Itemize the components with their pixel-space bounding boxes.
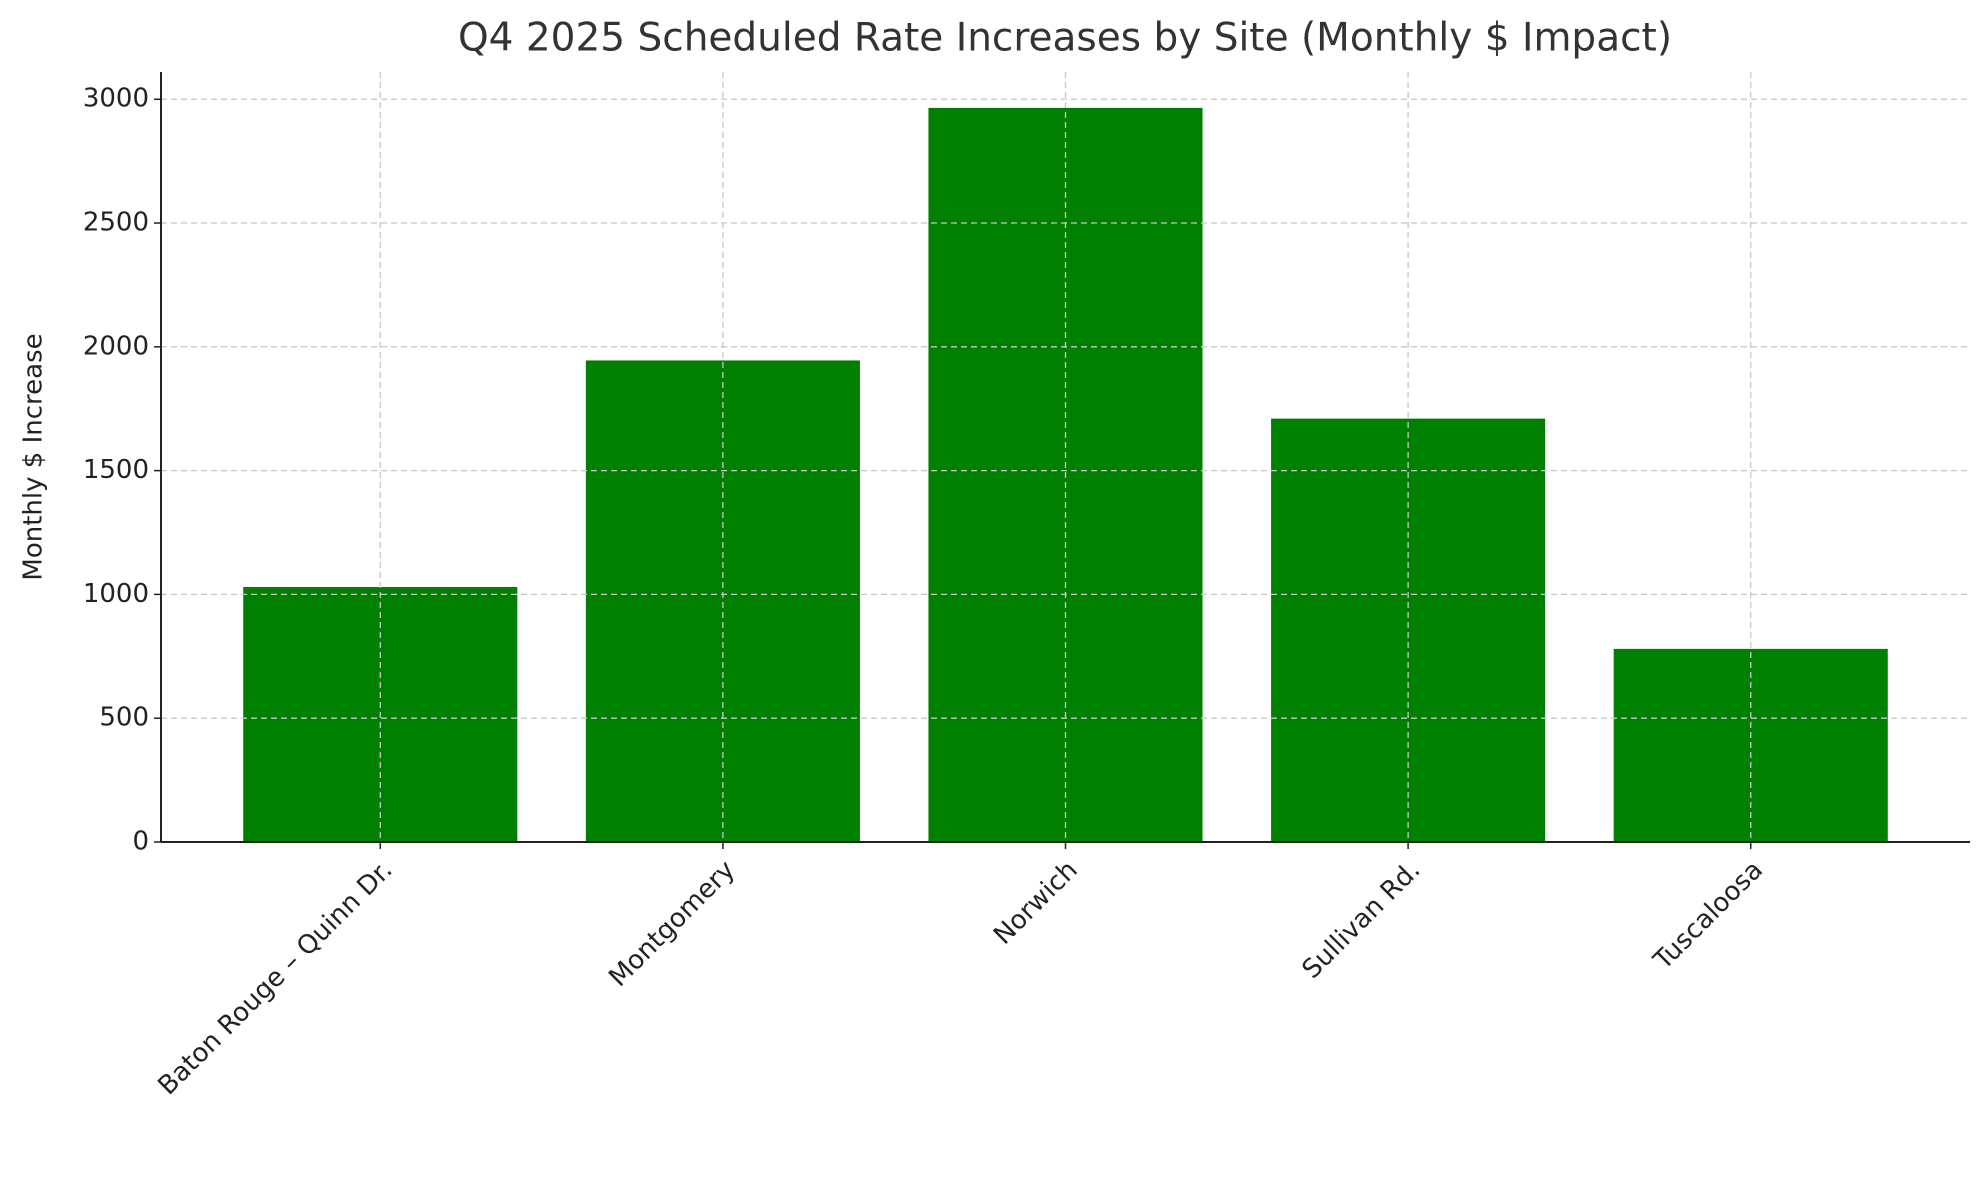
x-tick-label: Montgomery — [603, 855, 741, 993]
x-tick-label: Baton Rouge – Quinn Dr. — [153, 855, 399, 1101]
x-tick-label: Norwich — [988, 855, 1084, 951]
bar — [585, 360, 860, 842]
y-tick-label: 1500 — [83, 455, 149, 485]
x-tick-label: Tuscaloosa — [1648, 855, 1769, 976]
y-tick-label: 500 — [99, 703, 149, 733]
y-tick-label: 0 — [132, 827, 149, 857]
chart-title: Q4 2025 Scheduled Rate Increases by Site… — [458, 16, 1672, 61]
y-tick-label: 2500 — [83, 208, 149, 238]
x-tick-label: Sullivan Rd. — [1297, 855, 1427, 985]
y-axis-label: Monthly $ Increase — [19, 333, 49, 580]
y-tick-label: 3000 — [83, 84, 149, 114]
y-tick-label: 1000 — [83, 579, 149, 609]
bar — [1271, 418, 1546, 842]
y-tick-label: 2000 — [83, 331, 149, 361]
